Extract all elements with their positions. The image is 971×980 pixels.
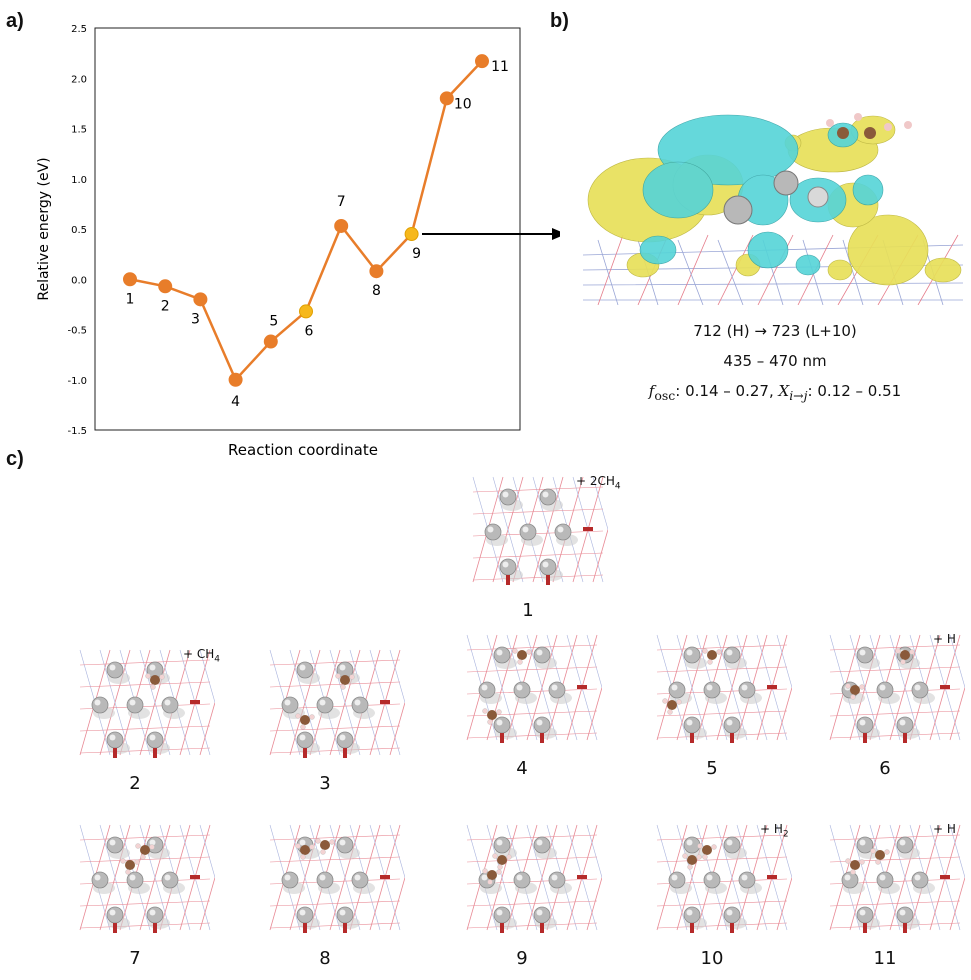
x-axis-label: Reaction coordinate — [228, 441, 378, 459]
structure-1: 1 + 2CH4 — [468, 472, 624, 627]
structure-model-5 — [656, 634, 808, 743]
structure-11: 11 + H — [825, 820, 971, 975]
panel-label-b: b) — [550, 10, 569, 32]
point-label-11: 11 — [491, 59, 509, 75]
atoms — [723, 113, 912, 225]
data-point-2 — [158, 279, 173, 294]
structure-model-11 — [829, 824, 971, 933]
point-labels: 1 2 3 4 5 6 7 8 9 10 11 — [126, 59, 509, 410]
point-label-8: 8 — [372, 283, 381, 299]
point-label-3: 3 — [191, 311, 200, 327]
structure-label: 5 — [706, 758, 718, 779]
structure-label: 9 — [516, 948, 528, 969]
energy-profile-chart: -1.5 -1.0 -0.5 0.0 0.5 1.0 1.5 2.0 2.5 1 2 3 4 5 6 7 8 9… — [36, 24, 560, 459]
fosc-subscript: osc — [654, 388, 676, 403]
data-point-3 — [193, 292, 208, 307]
structure-label: 10 — [700, 948, 724, 969]
y-tick-label: 2.0 — [71, 74, 87, 85]
structure-annotation: + H — [933, 822, 956, 836]
data-point-7 — [334, 218, 349, 233]
structure-6: 6 + H — [825, 630, 971, 785]
panel-label-c: c) — [6, 448, 24, 470]
structure-model-1 — [472, 476, 624, 585]
data-point-9 — [404, 227, 419, 242]
y-tick-label: -0.5 — [67, 326, 87, 337]
x-symbol: X — [778, 382, 790, 400]
structure-5: 5 — [652, 630, 808, 785]
point-label-2: 2 — [161, 298, 170, 314]
orbital-wavelength-text: 435 – 470 nm — [723, 352, 827, 370]
y-tick-label: 1.0 — [71, 175, 87, 186]
panel-label-a: a) — [6, 10, 24, 32]
structure-annotation: + H — [933, 632, 956, 646]
x-subscript: i→j — [789, 388, 808, 403]
structure-label: 11 — [873, 948, 897, 969]
orbital-oscillator-text: fosc: 0.14 – 0.27, Xi→j: 0.12 – 0.51 — [580, 382, 970, 403]
point-label-9: 9 — [412, 246, 421, 262]
point-label-4: 4 — [231, 394, 240, 410]
structure-10: 10 + H2 — [652, 820, 808, 975]
y-tick-label: -1.5 — [67, 426, 87, 437]
orbital-isosurface-image — [582, 113, 964, 305]
point-label-1: 1 — [126, 291, 135, 307]
structure-label: 7 — [129, 948, 141, 969]
structure-label: 4 — [516, 758, 528, 779]
y-axis-label: Relative energy (eV) — [36, 157, 52, 300]
arrow-head — [552, 228, 560, 240]
structure-model-6 — [829, 634, 971, 743]
structure-label: 3 — [319, 773, 331, 794]
structure-label: 6 — [879, 758, 891, 779]
x-range: : 0.12 – 0.51 — [807, 382, 902, 400]
fosc-symbol: f — [648, 382, 655, 400]
plot-frame — [94, 27, 521, 431]
structure-model-10 — [656, 824, 808, 933]
data-point-8 — [369, 264, 384, 279]
data-point-1 — [123, 272, 137, 287]
data-point-5 — [263, 334, 278, 349]
structure-label: 2 — [129, 773, 141, 794]
fosc-range: : 0.14 – 0.27, — [675, 382, 779, 400]
structure-3: 3 — [265, 645, 421, 800]
y-tick-label: 2.5 — [71, 24, 87, 35]
structure-model-3 — [269, 649, 421, 758]
structure-9: 9 — [462, 820, 618, 975]
structure-2: 2 + CH4 — [75, 645, 231, 800]
structure-annotation: + H2 — [760, 822, 789, 840]
y-tick-label: -1.0 — [67, 376, 87, 387]
y-tick-label: 0.0 — [71, 275, 87, 286]
point-label-5: 5 — [269, 314, 278, 330]
structure-label: 1 — [522, 600, 534, 621]
structure-model-7 — [79, 824, 231, 933]
structure-8: 8 — [265, 820, 421, 975]
y-tick-label: 0.5 — [71, 225, 87, 236]
y-tick-labels: -1.5 -1.0 -0.5 0.0 0.5 1.0 1.5 2.0 2.5 — [67, 24, 87, 437]
point-label-10: 10 — [454, 96, 472, 112]
structure-model-9 — [466, 824, 618, 933]
structure-model-4 — [466, 634, 618, 743]
structure-4: 4 — [462, 630, 618, 785]
data-point-4 — [228, 372, 243, 387]
data-point-6 — [299, 304, 313, 319]
structure-annotation: + 2CH4 — [576, 474, 621, 492]
data-point-11 — [475, 54, 489, 69]
orbital-transition-text: 712 (H) → 723 (L+10) — [693, 322, 857, 340]
structure-7: 7 — [75, 820, 231, 975]
point-label-6: 6 — [305, 323, 314, 339]
y-tick-label: 1.5 — [71, 125, 87, 136]
structure-annotation: + CH4 — [183, 647, 221, 665]
data-point-10 — [439, 91, 454, 106]
structure-label: 8 — [319, 948, 331, 969]
data-points — [123, 54, 489, 387]
point-label-7: 7 — [337, 194, 346, 210]
structure-model-8 — [269, 824, 421, 933]
